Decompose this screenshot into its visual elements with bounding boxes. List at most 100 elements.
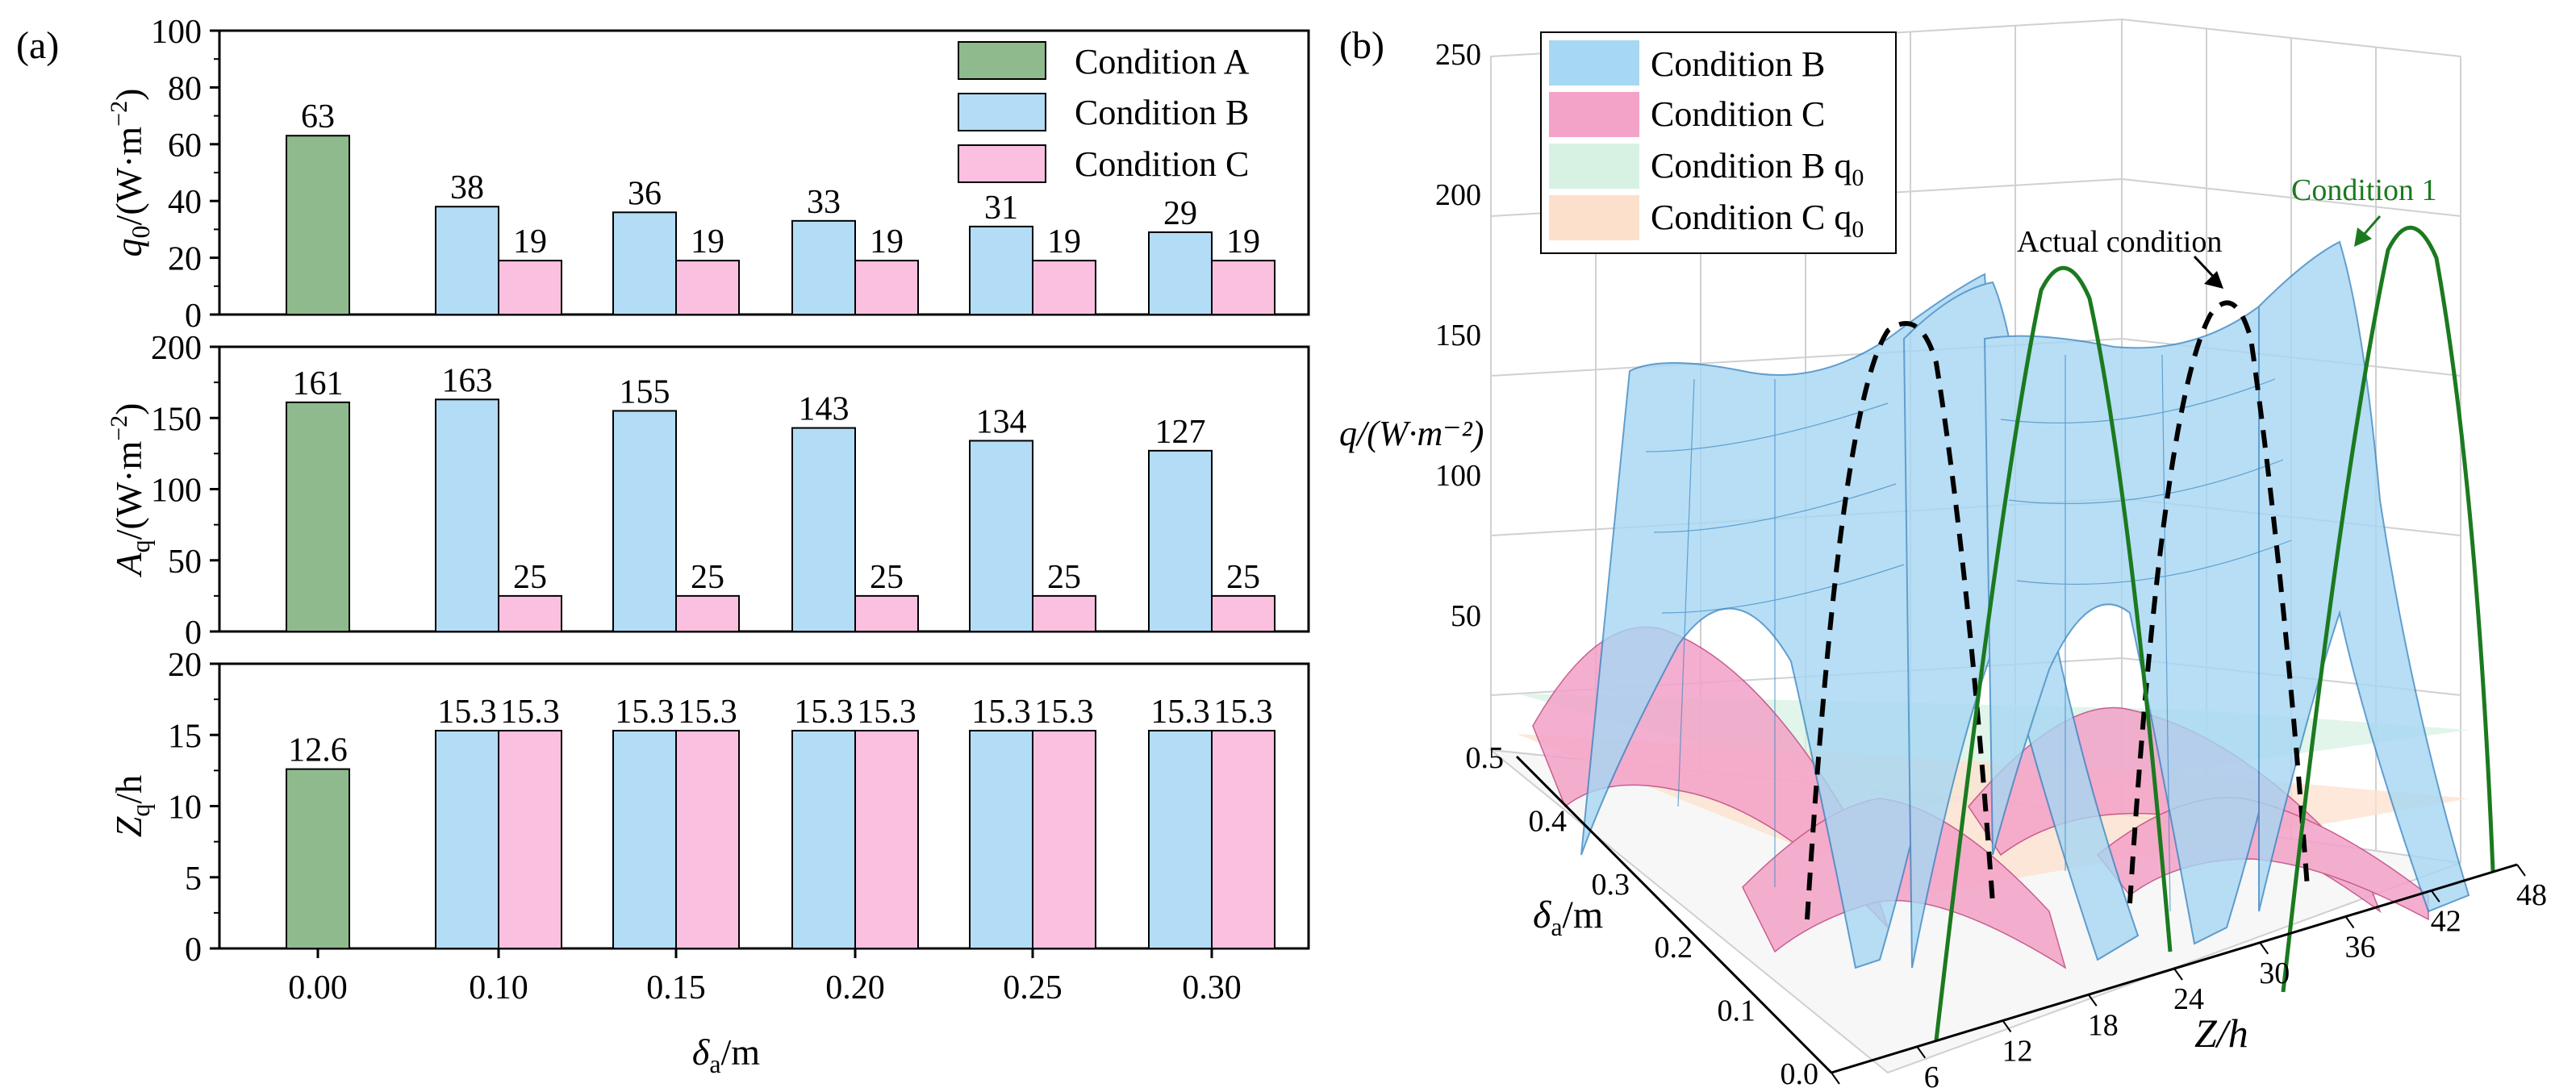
bar-value-label: 33 — [807, 184, 841, 221]
bar-condition-b — [969, 440, 1033, 632]
bar-condition-c — [1211, 729, 1275, 950]
bar-condition-c — [498, 729, 562, 950]
z-tick-label: 200 — [1435, 178, 1481, 212]
x-tick-label: 36 — [2345, 931, 2376, 965]
condition-1-annotation: Condition 1 — [2291, 173, 2437, 207]
legend-label-surface-c: Condition C — [1651, 94, 1825, 134]
x-tick-label: 0.10 — [469, 969, 528, 1007]
y-tick-label: 0.2 — [1655, 931, 1693, 965]
bar-value-label: 161 — [293, 365, 344, 402]
actual-condition-arrowhead — [2204, 271, 2223, 289]
x-tick-mark — [1916, 1046, 1927, 1059]
bar-condition-b — [1148, 231, 1213, 316]
bar-condition-b — [969, 225, 1033, 316]
bar-condition-b — [791, 219, 856, 315]
bar-condition-a — [286, 768, 350, 949]
bar-value-label: 25 — [870, 559, 904, 596]
x-tick-label: 0.25 — [1003, 969, 1063, 1007]
bar-condition-b — [435, 398, 499, 632]
condition-b-mesh — [1645, 354, 2292, 912]
y-axis-label-q0: q0/(W·m−2) — [106, 89, 155, 257]
surface-y-axis-line — [1515, 755, 1833, 1074]
bar-value-label: 19 — [870, 223, 904, 260]
bar-value-label: 155 — [620, 373, 670, 411]
bar-condition-c — [675, 594, 740, 632]
x-tick-mark — [1831, 1072, 1840, 1085]
condition-b-surface — [1580, 240, 2470, 969]
bar-value-label: 15.3 — [678, 694, 737, 731]
legend-label-condition-b: Condition B — [1075, 93, 1249, 132]
bar-condition-c — [854, 594, 919, 632]
bar-value-label: 15.3 — [1034, 694, 1094, 731]
bar-value-label: 36 — [628, 175, 662, 212]
bar-value-label: 25 — [513, 559, 547, 596]
y-tick-label: 0.0 — [1781, 1057, 1819, 1091]
x-tick-mark — [2173, 968, 2183, 981]
y-tick-label: 20 — [168, 647, 202, 684]
legend-swatch-condition-c — [958, 144, 1046, 183]
z-tick-label: 100 — [1435, 459, 1481, 493]
bar-condition-b — [969, 729, 1033, 950]
legend-label-c-q0: Condition C q0 — [1651, 198, 1864, 243]
plot-frame-Zq — [218, 662, 1310, 950]
bar-value-label: 15.3 — [794, 694, 854, 731]
y-tick-label: 5 — [185, 861, 202, 898]
z-tick-label: 50 — [1451, 599, 1481, 633]
actual-condition-annotation: Actual condition — [2017, 225, 2222, 259]
surface-z-ticks: 50 100 150 200 250 — [1435, 38, 1481, 633]
bar-value-label: 63 — [301, 98, 335, 135]
legend-swatch-surface-c — [1549, 92, 1639, 137]
surface-xlabel: Z/h — [2194, 1011, 2248, 1056]
bar-condition-c — [498, 594, 562, 632]
condition-1-curve-1 — [1934, 265, 2173, 1041]
bar-condition-b — [1148, 449, 1213, 632]
bar-condition-c — [854, 260, 919, 315]
bar-condition-a — [286, 135, 350, 315]
legend-label-condition-c: Condition C — [1075, 144, 1249, 184]
bar-condition-b — [1148, 729, 1213, 950]
bar-condition-b — [791, 427, 856, 632]
x-tick-label: 24 — [2173, 982, 2204, 1016]
panel-b-legend: Condition B Condition C Condition B q0 C… — [1540, 31, 1897, 254]
legend-swatch-c-q0 — [1549, 195, 1639, 240]
bar-value-label: 127 — [1155, 414, 1206, 451]
y-tick-label: 60 — [168, 127, 202, 165]
x-tick-mark — [2259, 942, 2269, 955]
x-tick-mark — [2430, 890, 2440, 902]
x-tick-label: 18 — [2088, 1008, 2119, 1042]
legend-swatch-surface-b — [1549, 40, 1639, 85]
x-tick-label: 0.15 — [646, 969, 706, 1007]
y-tick-label: 15 — [168, 718, 202, 755]
x-tick-label: 0.30 — [1182, 969, 1242, 1007]
y-tick-label: 40 — [168, 184, 202, 221]
panel-b-label: (b) — [1339, 24, 1384, 67]
bar-value-label: 134 — [976, 403, 1027, 440]
surface-plot: Actual condition Condition 1 50 100 150 200… — [1339, 18, 2547, 1092]
legend-label-surface-b: Condition B — [1651, 44, 1825, 84]
bar-condition-c — [675, 729, 740, 950]
x-tick-mark — [2516, 864, 2526, 877]
condition-1-curve-2 — [2281, 225, 2495, 993]
y-tick-label: 200 — [151, 330, 202, 367]
legend-swatch-condition-a — [958, 41, 1046, 80]
y-tick-label: 0 — [185, 298, 202, 335]
x-tick-label: 6 — [1924, 1061, 1939, 1092]
y-tick-label: 0.3 — [1592, 868, 1630, 902]
bar-condition-c — [1032, 260, 1096, 315]
bar-condition-c — [1032, 729, 1096, 950]
condition-1-arrowhead — [2354, 227, 2372, 247]
surface-x-ticks: 0 6 12 18 24 30 36 42 48 — [1831, 864, 2547, 1092]
y-tick-label: 20 — [168, 241, 202, 278]
y-tick-label: 0.4 — [1529, 804, 1568, 838]
bar-condition-a — [286, 401, 350, 632]
bar-condition-b — [435, 729, 499, 950]
bar-value-label: 15.3 — [615, 694, 674, 731]
bar-value-label: 19 — [1047, 223, 1081, 260]
actual-condition-curve-2 — [2127, 300, 2310, 904]
bar-condition-b — [612, 729, 677, 950]
y-axis-label-Zq: Zq/h — [108, 775, 155, 837]
y-tick-label: 150 — [151, 401, 202, 438]
bar-value-label: 25 — [691, 559, 724, 596]
x-tick-label: 12 — [2002, 1035, 2033, 1069]
